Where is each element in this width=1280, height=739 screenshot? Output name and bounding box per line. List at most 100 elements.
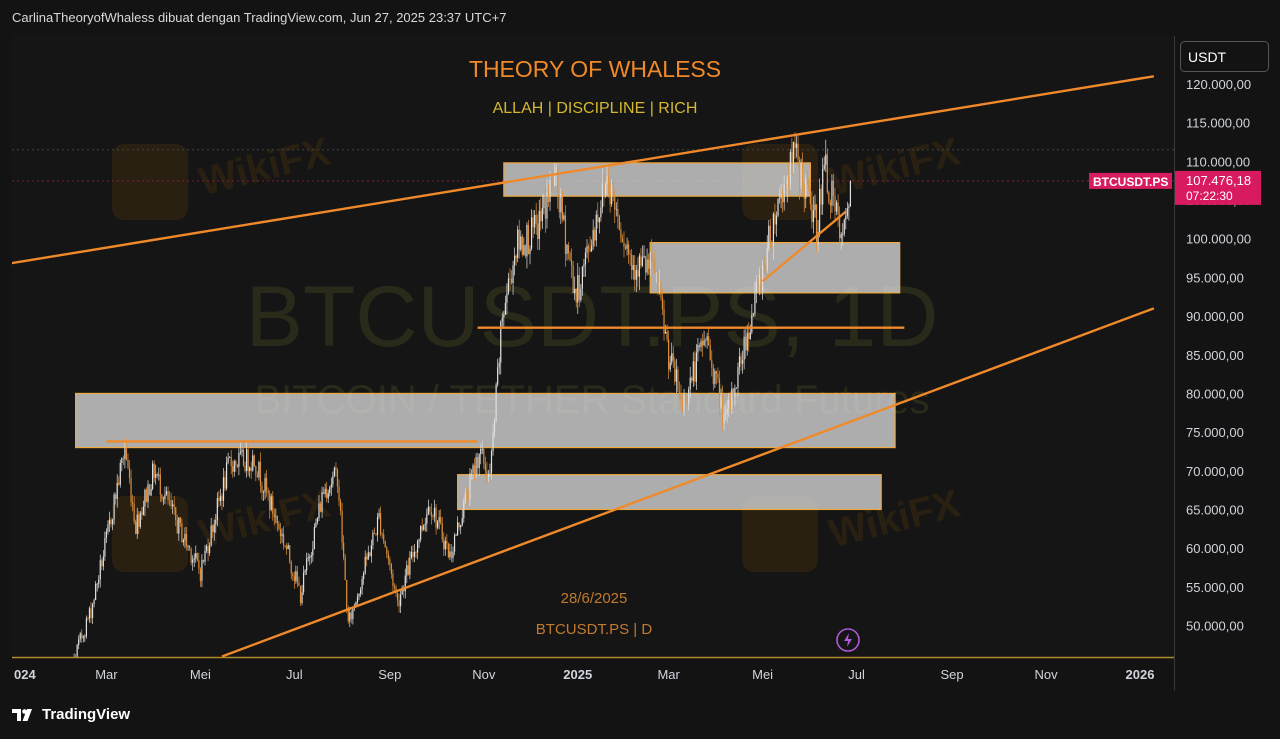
candle [298,576,300,587]
candle [199,567,201,587]
candle-body [826,154,828,193]
candle-body [418,539,420,541]
candle-body [629,253,631,255]
candle [158,467,160,481]
candle [167,486,169,505]
candle [501,312,503,327]
candle-body [603,183,605,195]
candle-body [692,361,694,381]
candle-body [212,525,214,533]
candle [558,194,560,219]
candle-body [714,371,716,384]
candle [583,258,585,277]
candle-body [766,248,768,271]
candle-body [232,466,234,472]
candle [404,568,406,599]
candle [646,248,648,276]
candle-body [412,552,414,557]
candle-body [158,474,160,476]
candle [697,337,699,362]
candle-body [798,159,801,186]
candle [306,552,308,575]
candle-body [520,236,522,250]
candle-body [148,484,151,496]
candle [549,171,551,211]
candle [398,593,400,613]
candle [729,391,731,413]
candle-body [758,274,761,285]
candle [332,471,334,488]
candle-body [420,526,422,540]
candle [831,174,833,213]
candle [695,344,697,390]
candle [381,532,383,539]
candle-body [218,498,220,502]
candle [506,283,508,315]
candle [520,230,522,252]
candle-body [817,231,819,245]
candle [538,199,540,251]
candle-body [282,533,285,546]
candle [569,251,571,262]
candle-body [433,507,436,517]
candle [286,543,288,555]
candle [349,607,351,628]
candle [472,463,474,480]
candle-body [307,557,309,559]
candle [757,277,759,293]
candle [316,516,319,525]
candle-body [164,494,166,499]
candle [648,253,650,275]
lightning-icon[interactable] [836,628,860,652]
candle-body [811,204,813,222]
candle-body [646,259,648,273]
candle [808,178,810,192]
candle-body [352,606,354,620]
candle-body [635,269,637,280]
candle [176,514,178,534]
candle-body [447,543,449,557]
candle-body [276,516,279,524]
candle [335,462,337,477]
candle [701,333,704,357]
candle-body [840,234,842,239]
price-chart[interactable]: BTCUSDT.PS, 1DBITCOIN / TETHER Standard … [12,36,1174,657]
candle [789,148,791,190]
candle-body [741,360,744,364]
candle [413,544,416,563]
candle [245,442,248,478]
candle-body [181,523,183,543]
candle [651,239,653,264]
candle-body [534,214,536,228]
candle [127,453,129,470]
candle [73,653,75,657]
candle [282,526,285,550]
candle-body [111,519,114,525]
candle-body [287,545,289,550]
candle [688,386,690,411]
candle [98,575,100,589]
candle [249,466,251,478]
candle-body [347,610,349,622]
candle [460,524,462,535]
candle [541,194,543,229]
candle-body [835,202,838,212]
candle-body [452,551,454,559]
candle-body [175,507,177,521]
candle [487,469,490,482]
chart-area[interactable]: BTCUSDT.PS, 1DBITCOIN / TETHER Standard … [12,36,1174,657]
candle-body [369,552,371,557]
candle-body [672,353,674,361]
candle-body [266,477,268,491]
candle [323,486,325,495]
candle [731,382,733,415]
currency-button[interactable]: USDT [1180,41,1269,72]
candle [355,601,357,606]
candle [380,506,382,537]
candle-body [355,602,357,606]
candle-body [472,465,474,474]
candle [534,210,536,234]
candle [760,269,762,295]
candle-body [486,470,488,478]
candle [433,499,436,523]
